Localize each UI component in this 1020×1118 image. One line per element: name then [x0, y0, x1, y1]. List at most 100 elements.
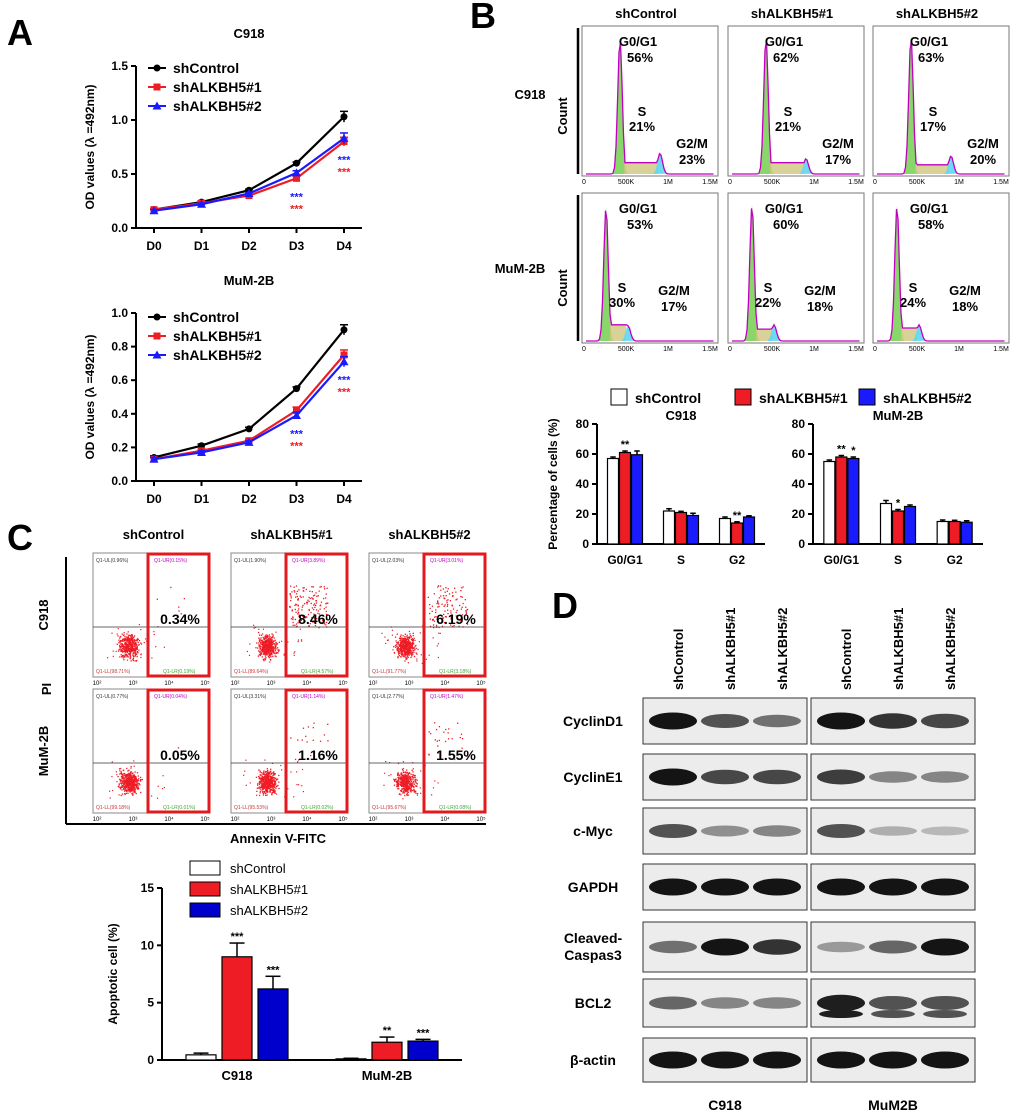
event-dot — [450, 616, 452, 618]
event-dot — [401, 648, 403, 650]
event-dot — [397, 785, 399, 788]
event-dot — [266, 791, 268, 793]
significance-stars: *** — [290, 191, 304, 203]
event-dot — [401, 785, 403, 787]
cell-line-label: C918 — [708, 1097, 742, 1113]
event-dot — [416, 658, 418, 660]
event-dot — [258, 650, 260, 652]
column-header: shALKBH5#2 — [388, 527, 470, 542]
event-dot — [395, 781, 397, 783]
event-dot — [275, 631, 277, 633]
event-dot — [133, 791, 135, 793]
event-dot — [440, 589, 442, 591]
event-dot — [259, 771, 261, 773]
event-dot — [125, 776, 127, 778]
event-dot — [118, 783, 120, 785]
event-dot — [128, 790, 130, 792]
event-dot — [318, 627, 320, 629]
event-dot — [442, 595, 445, 597]
event-dot — [313, 604, 315, 606]
event-dot — [244, 770, 246, 772]
g1-value: 62% — [773, 50, 799, 65]
apoptosis-percent: 1.16% — [298, 747, 338, 763]
event-dot — [259, 645, 261, 647]
event-dot — [266, 635, 268, 638]
event-dot — [263, 782, 266, 784]
event-dot — [132, 794, 134, 796]
event-dot — [407, 636, 409, 638]
event-dot — [404, 642, 406, 644]
y-axis-label: Count — [555, 269, 570, 307]
event-dot — [391, 634, 393, 636]
band — [701, 938, 749, 956]
event-dot — [317, 612, 319, 615]
event-dot — [145, 638, 147, 640]
event-dot — [414, 779, 416, 781]
event-dot — [137, 782, 139, 784]
event-dot — [402, 771, 405, 774]
significance-stars: *** — [338, 387, 352, 399]
event-dot — [283, 654, 285, 656]
event-dot — [434, 739, 436, 741]
event-dot — [135, 643, 137, 645]
event-dot — [406, 793, 408, 795]
event-dot — [118, 784, 120, 786]
event-dot — [128, 783, 130, 785]
scatter-frame — [230, 688, 349, 814]
event-dot — [289, 605, 291, 608]
event-dot — [439, 585, 442, 587]
event-dot — [398, 653, 400, 655]
event-dot — [451, 625, 454, 628]
event-dot — [119, 782, 122, 784]
event-dot — [383, 784, 385, 786]
event-dot — [414, 776, 416, 779]
event-dot — [401, 772, 403, 775]
event-dot — [272, 776, 274, 778]
event-dot — [465, 610, 467, 612]
event-dot — [120, 776, 123, 778]
event-dot — [415, 782, 417, 784]
event-dot — [301, 615, 304, 617]
s-phase — [901, 328, 917, 341]
event-dot — [415, 647, 417, 649]
event-dot — [400, 639, 402, 641]
x-tick-label: 500K — [909, 179, 926, 186]
event-dot — [267, 653, 269, 655]
event-dot — [447, 613, 449, 615]
event-dot — [413, 637, 415, 639]
event-dot — [400, 778, 402, 780]
event-dot — [267, 787, 270, 789]
event-dot — [283, 653, 285, 655]
event-dot — [402, 645, 405, 647]
event-dot — [266, 775, 268, 777]
event-dot — [404, 786, 406, 788]
event-dot — [268, 645, 271, 647]
event-dot — [401, 780, 403, 782]
event-dot — [445, 587, 447, 589]
event-dot — [402, 792, 404, 794]
event-dot — [307, 599, 309, 601]
legend-label: shALKBH5#1 — [230, 882, 308, 897]
event-dot — [409, 635, 412, 637]
event-dot — [309, 597, 311, 600]
x-tick-label: 1M — [663, 179, 673, 186]
event-dot — [428, 754, 430, 756]
event-dot — [405, 652, 407, 655]
event-dot — [323, 623, 326, 625]
event-dot — [404, 652, 406, 654]
event-dot — [129, 638, 131, 640]
event-dot — [397, 782, 400, 784]
event-dot — [134, 646, 136, 648]
bar-g0/g1-2 — [630, 454, 644, 545]
event-dot — [130, 651, 132, 653]
data-point — [149, 206, 159, 215]
event-dot — [122, 657, 124, 659]
event-dot — [123, 640, 125, 642]
event-dot — [133, 656, 135, 658]
event-dot — [124, 790, 126, 792]
event-dot — [404, 774, 406, 776]
event-dot — [136, 646, 138, 648]
event-dot — [287, 641, 289, 643]
event-dot — [270, 780, 272, 783]
event-dot — [403, 778, 406, 780]
